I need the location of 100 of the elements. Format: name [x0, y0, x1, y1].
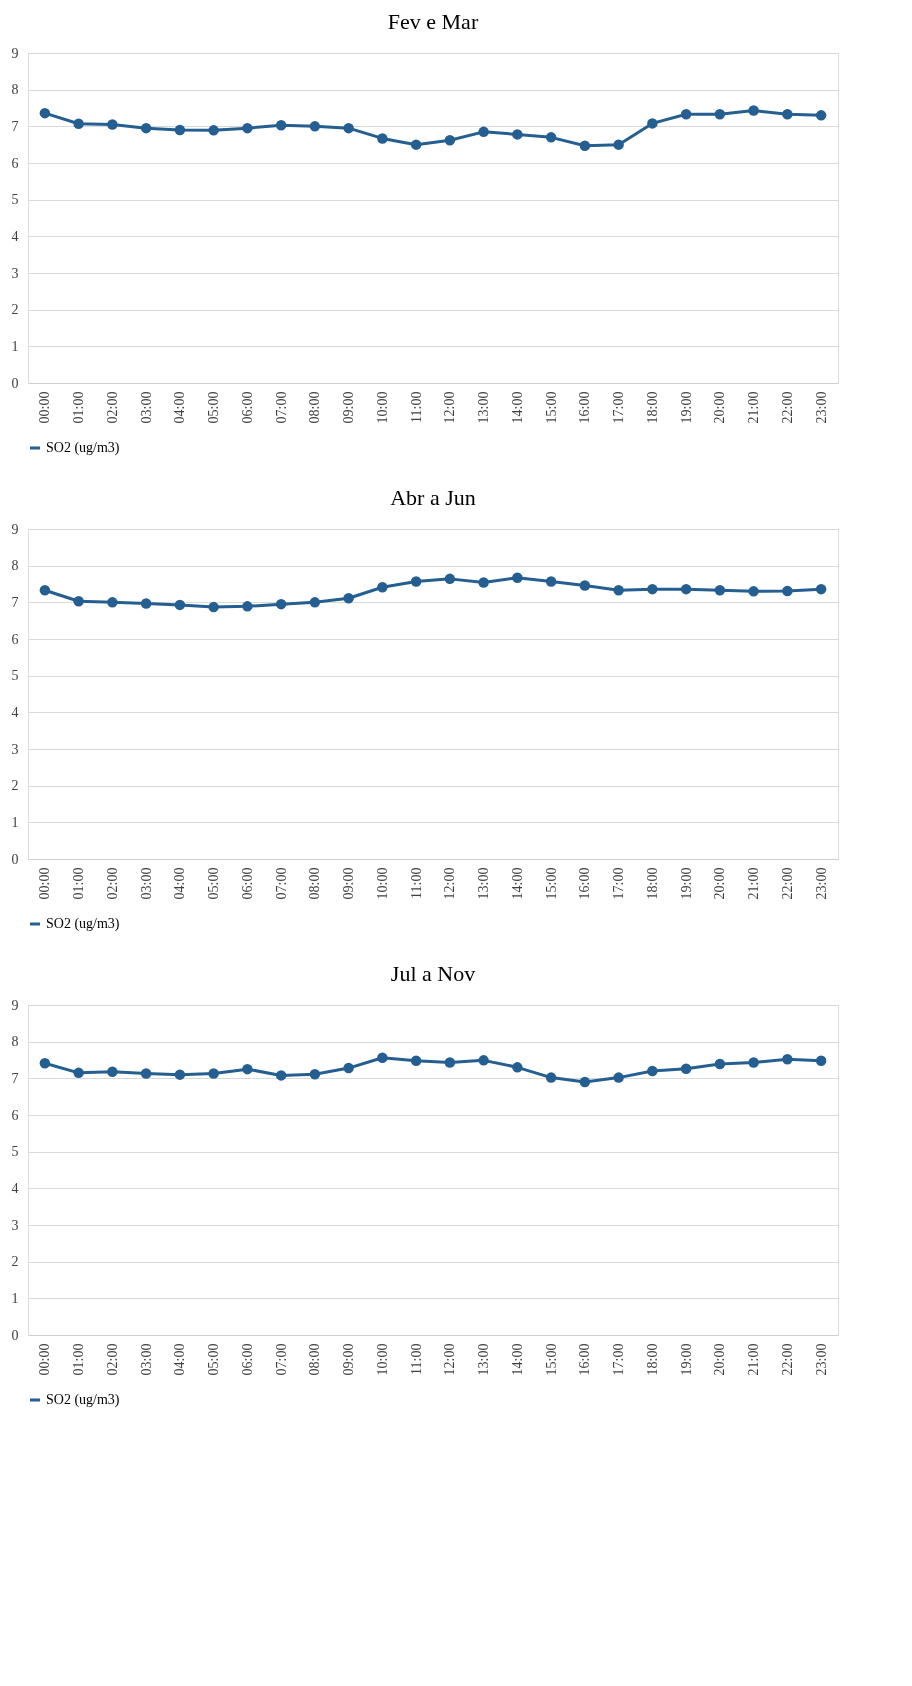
x-tick-label: 20:00 [712, 1343, 728, 1376]
point [242, 122, 253, 134]
point [714, 585, 726, 596]
point [73, 118, 84, 129]
x-tick-label: 11:00 [408, 1343, 424, 1375]
y-tick-label: 5 [11, 1144, 19, 1160]
x-tick-label: 06:00 [239, 867, 255, 900]
point [815, 1055, 827, 1066]
x-tick-label: 19:00 [678, 867, 694, 900]
point [647, 1065, 658, 1077]
point [815, 110, 827, 121]
point [174, 1069, 186, 1080]
point [444, 135, 456, 146]
legend-label: SO2 (ug/m3) [46, 1392, 120, 1408]
y-tick-label: 7 [11, 594, 19, 610]
x-tick-label: 10:00 [374, 867, 390, 900]
x-tick-label: 23:00 [813, 1343, 829, 1376]
x-tick-label: 13:00 [476, 391, 492, 424]
point [613, 585, 624, 596]
point [748, 586, 759, 597]
point [343, 122, 354, 134]
y-tick-label: 9 [11, 997, 19, 1013]
x-tick-label: 01:00 [71, 391, 87, 424]
x-tick-label: 23:00 [813, 391, 829, 424]
point [275, 120, 287, 131]
y-tick-label: 0 [11, 375, 19, 391]
x-tick-label: 21:00 [746, 867, 762, 900]
x-tick-label: 04:00 [172, 867, 188, 900]
point [512, 129, 523, 140]
point [714, 1058, 726, 1070]
y-tick-label: 4 [11, 228, 19, 244]
point [680, 109, 692, 120]
y-tick-label: 9 [11, 521, 19, 537]
point [309, 597, 321, 608]
x-tick-label: 13:00 [476, 1343, 492, 1376]
point [140, 122, 152, 134]
y-tick-label: 1 [11, 1290, 19, 1306]
point [579, 1076, 591, 1088]
y-tick-label: 1 [11, 338, 19, 354]
point [39, 107, 51, 119]
x-tick-label: 21:00 [746, 1343, 762, 1376]
chart-title: Abr a Jun [390, 485, 476, 510]
point [343, 1062, 354, 1074]
x-tick-label: 16:00 [577, 391, 593, 424]
point [309, 121, 321, 132]
x-tick-label: 17:00 [611, 1343, 627, 1376]
point [39, 1058, 51, 1069]
point [107, 597, 118, 608]
point [377, 1052, 388, 1064]
x-tick-label: 20:00 [712, 867, 728, 900]
x-tick-label: 23:00 [813, 867, 829, 900]
legend-label: SO2 (ug/m3) [46, 440, 120, 456]
point [73, 1067, 84, 1079]
x-tick-label: 16:00 [577, 867, 593, 900]
point [478, 1055, 489, 1066]
x-tick-label: 20:00 [712, 391, 728, 424]
x-tick-label: 22:00 [779, 867, 795, 900]
point [579, 140, 591, 151]
x-tick-label: 03:00 [138, 391, 154, 424]
x-tick-label: 18:00 [644, 867, 660, 900]
y-tick-label: 4 [11, 704, 19, 720]
point [208, 1068, 219, 1079]
x-tick-label: 09:00 [341, 391, 357, 424]
point [748, 105, 759, 116]
x-tick-label: 01:00 [71, 867, 87, 900]
point [343, 593, 354, 604]
y-tick-label: 7 [11, 118, 19, 134]
x-tick-label: 15:00 [543, 391, 559, 424]
x-tick-label: 08:00 [307, 867, 323, 900]
point [748, 1057, 759, 1068]
x-tick-label: 10:00 [374, 1343, 390, 1376]
y-tick-label: 2 [11, 302, 19, 318]
point [39, 585, 51, 596]
y-tick-label: 3 [11, 265, 19, 281]
x-tick-label: 02:00 [104, 391, 120, 424]
x-tick-label: 03:00 [138, 1343, 154, 1376]
x-tick-label: 09:00 [341, 1343, 357, 1376]
legend-label: SO2 (ug/m3) [46, 916, 120, 932]
x-tick-label: 06:00 [239, 1343, 255, 1376]
y-tick-label: 9 [11, 45, 19, 61]
point [815, 583, 827, 595]
point [140, 598, 152, 609]
chart-title: Fev e Mar [387, 9, 479, 34]
point [73, 596, 84, 607]
point [782, 585, 793, 597]
point [174, 124, 186, 136]
x-tick-label: 05:00 [206, 1343, 222, 1376]
point [680, 583, 692, 595]
x-tick-label: 15:00 [543, 1343, 559, 1376]
point [545, 132, 557, 143]
point [309, 1069, 321, 1080]
x-tick-label: 09:00 [341, 867, 357, 900]
x-tick-label: 17:00 [611, 867, 627, 900]
x-tick-label: 05:00 [206, 867, 222, 900]
x-tick-label: 11:00 [408, 391, 424, 423]
x-tick-label: 18:00 [644, 391, 660, 424]
y-tick-label: 7 [11, 1070, 19, 1086]
x-tick-label: 00:00 [37, 391, 53, 424]
point [377, 133, 388, 144]
point [647, 583, 658, 595]
